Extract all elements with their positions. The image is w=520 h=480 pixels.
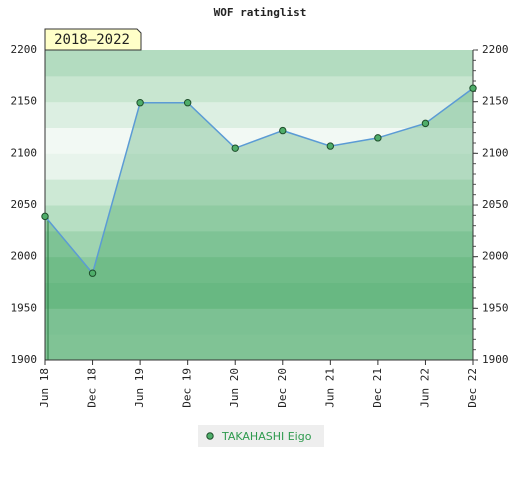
background-band <box>45 50 473 77</box>
y-tick-label: 2100 <box>11 146 38 159</box>
background-band <box>45 75 473 103</box>
plot-area <box>45 50 473 361</box>
y2-tick-label: 2150 <box>482 95 509 108</box>
series-line <box>44 87 474 275</box>
data-point <box>326 142 335 150</box>
x-tick-label: Dec 19 <box>181 368 194 408</box>
background-band <box>45 282 473 309</box>
y-tick-label: 2150 <box>11 95 38 108</box>
y-tick-label: 2000 <box>11 250 38 263</box>
y-tick-label: 2200 <box>11 43 38 56</box>
x-tick-label: Dec 21 <box>371 368 384 408</box>
y2-tick-label: 2050 <box>482 198 509 211</box>
x-tick-label: Jun 20 <box>228 368 241 408</box>
x-tick-label: Dec 22 <box>466 368 479 408</box>
x-tick-label: Jun 18 <box>38 368 51 408</box>
background-band <box>45 308 473 335</box>
legend-marker <box>206 432 214 440</box>
background-band <box>45 153 473 180</box>
period-badge <box>44 28 142 51</box>
y-tick-label: 1950 <box>11 301 38 314</box>
background-band <box>45 256 473 283</box>
data-point <box>183 99 192 107</box>
data-point <box>88 269 97 277</box>
data-point <box>136 99 144 107</box>
period-label: 2018–2022 <box>54 32 130 48</box>
y2-tick-label: 2000 <box>482 250 509 263</box>
x-tick-label: Jun 22 <box>418 368 431 408</box>
background-band <box>45 179 473 206</box>
x-tick-label: Dec 20 <box>276 368 289 408</box>
data-point <box>421 119 430 128</box>
background-band <box>45 205 473 232</box>
y2-tick-label: 1900 <box>482 353 509 366</box>
data-point <box>41 212 49 221</box>
chart-title: WOF ratinglist <box>214 6 307 19</box>
y2-tick-label: 2200 <box>482 43 509 56</box>
x-tick-label: Jun 19 <box>133 368 146 408</box>
legend-box <box>198 425 324 447</box>
data-point <box>231 144 239 152</box>
background-band <box>45 230 473 258</box>
x-tick-label: Jun 21 <box>323 368 336 408</box>
background-band <box>45 127 473 154</box>
x-tick-label: Dec 18 <box>86 368 99 408</box>
data-point <box>374 134 382 142</box>
background-band <box>45 334 473 361</box>
y2-tick-label: 1950 <box>482 301 509 314</box>
data-point <box>279 126 287 135</box>
data-point <box>469 84 477 92</box>
y-tick-label: 2050 <box>11 198 38 211</box>
background-band <box>45 101 473 128</box>
y2-tick-label: 2100 <box>482 146 509 159</box>
area <box>45 88 473 360</box>
legend-label: TAKAHASHI Eigo <box>221 430 312 443</box>
y-tick-label: 1900 <box>11 353 38 366</box>
